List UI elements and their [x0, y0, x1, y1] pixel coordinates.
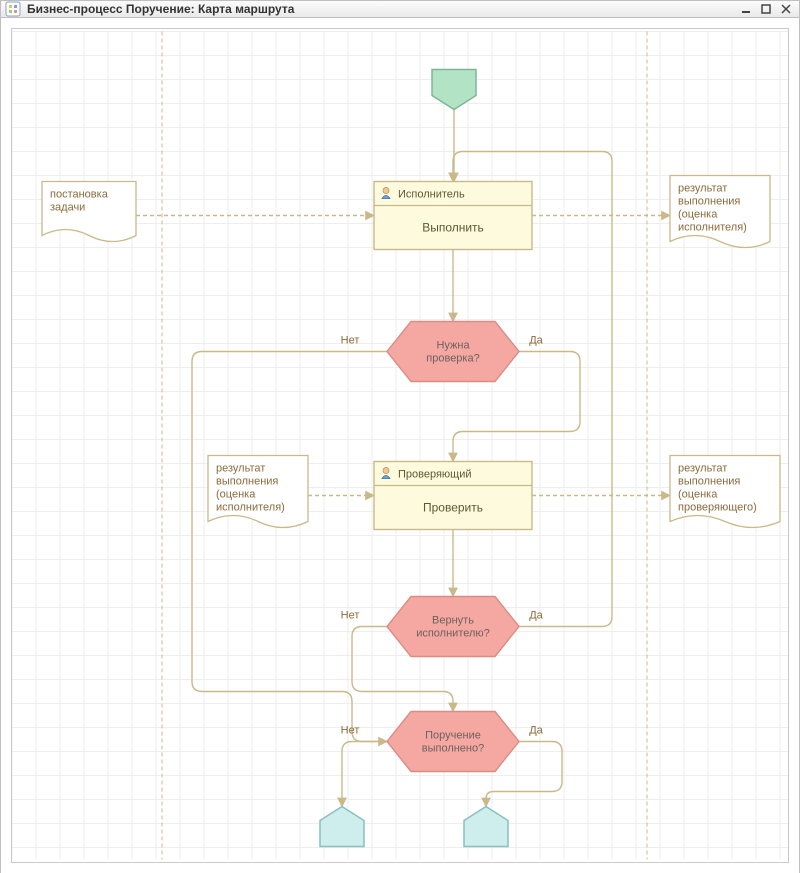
- note-text: результат: [216, 463, 265, 475]
- note-text: результат: [678, 463, 727, 475]
- node-end1[interactable]: [320, 807, 364, 847]
- decision-text: Нужна: [436, 340, 470, 352]
- note-text: проверяющего): [678, 502, 757, 514]
- node-dec1[interactable]: Нужнапроверка?: [387, 322, 519, 382]
- node-noteR2[interactable]: результатвыполнения(оценкапроверяющего): [670, 456, 780, 528]
- window-title: Бизнес-процесс Поручение: Карта маршрута: [27, 2, 735, 16]
- edge-label: Да: [529, 335, 543, 347]
- edge-label: Да: [529, 610, 543, 622]
- decision-text: исполнителю?: [416, 628, 490, 640]
- note-text: исполнителя): [678, 222, 747, 234]
- note-text: выполнения: [678, 476, 740, 488]
- nodes-layer: Исполнитель Выполнить Нужнапроверка? Провер…: [42, 70, 780, 847]
- edge-label: Нет: [341, 725, 360, 737]
- node-dec2[interactable]: Вернутьисполнителю?: [387, 597, 519, 657]
- titlebar[interactable]: Бизнес-процесс Поручение: Карта маршрута: [1, 1, 799, 18]
- node-end2[interactable]: [464, 807, 508, 847]
- task-action: Выполнить: [422, 221, 484, 235]
- node-noteL1[interactable]: постановказадачи: [42, 182, 136, 242]
- edge-e_dec1_left: [192, 352, 387, 742]
- close-button[interactable]: [777, 1, 795, 17]
- note-text: (оценка: [216, 489, 256, 501]
- edge-label: Да: [529, 725, 543, 737]
- decision-text: Поручение: [425, 730, 481, 742]
- note-text: (оценка: [678, 489, 718, 501]
- edge-label: Нет: [341, 610, 360, 622]
- note-text: результат: [678, 183, 727, 195]
- node-dec3[interactable]: Поручениевыполнено?: [387, 712, 519, 772]
- task-role: Проверяющий: [398, 469, 472, 481]
- decision-text: выполнено?: [422, 743, 485, 755]
- node-task1[interactable]: Исполнитель Выполнить: [374, 182, 532, 250]
- note-text: выполнения: [678, 196, 740, 208]
- node-noteR1[interactable]: результатвыполнения(оценкаисполнителя): [670, 176, 770, 248]
- diagram-canvas[interactable]: Да Нет Да Нет Нет Да Исполнитель Выполнить Нужна…: [11, 28, 789, 863]
- node-noteL2[interactable]: результатвыполнения(оценкаисполнителя): [208, 456, 308, 528]
- edge-label: Нет: [341, 335, 360, 347]
- node-task2[interactable]: Проверяющий Проверить: [374, 462, 532, 530]
- minimize-button[interactable]: [737, 1, 755, 17]
- note-text: задачи: [50, 202, 85, 214]
- app-icon: [5, 1, 21, 17]
- canvas-wrap: Да Нет Да Нет Нет Да Исполнитель Выполнить Нужна…: [1, 18, 799, 873]
- decision-text: проверка?: [426, 353, 479, 365]
- decision-text: Вернуть: [432, 615, 474, 627]
- note-text: выполнения: [216, 476, 278, 488]
- task-action: Проверить: [423, 501, 483, 515]
- note-text: постановка: [50, 189, 109, 201]
- task-role: Исполнитель: [398, 189, 465, 201]
- note-text: исполнителя): [216, 502, 285, 514]
- note-text: (оценка: [678, 209, 718, 221]
- maximize-button[interactable]: [757, 1, 775, 17]
- app-window: Бизнес-процесс Поручение: Карта маршрута…: [0, 0, 800, 873]
